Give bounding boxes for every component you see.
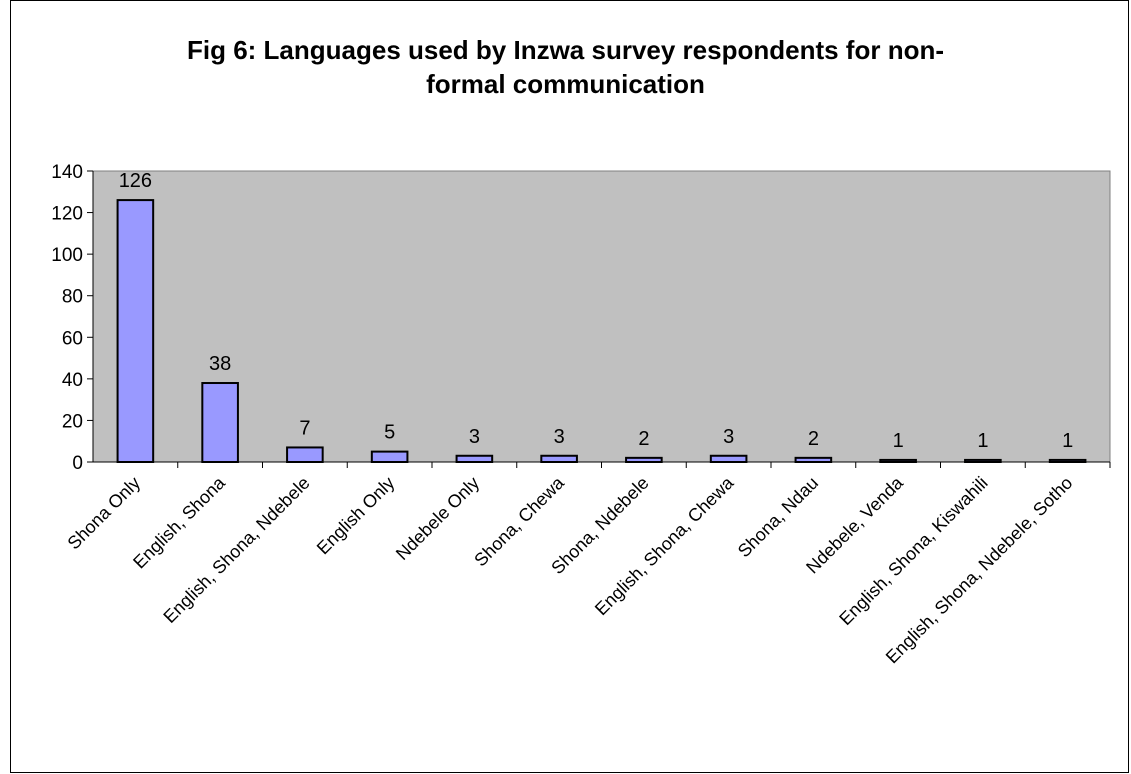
bar	[625, 456, 663, 464]
category-label: Ndebele Only	[392, 473, 483, 564]
bar	[455, 454, 494, 463]
y-tick-label: 100	[51, 245, 83, 266]
y-tick-label: 140	[51, 162, 83, 183]
category-label: English, Shona, Ndebele	[159, 473, 313, 627]
chart-title-line-2: formal communication	[426, 69, 705, 99]
data-label: 3	[554, 426, 565, 448]
category-label: English, Shona, Kiswahili	[835, 473, 991, 629]
data-label: 38	[209, 353, 231, 375]
y-tick-label: 40	[62, 370, 83, 391]
data-label: 1	[1062, 430, 1073, 452]
data-label: 2	[808, 428, 819, 450]
category-label: English Only	[313, 473, 399, 559]
bar	[794, 456, 833, 464]
data-label: 1	[893, 430, 904, 452]
bar	[201, 382, 239, 463]
plot-area	[92, 170, 1111, 463]
y-tick-label: 0	[72, 453, 83, 474]
data-label: 7	[299, 417, 310, 439]
data-label: 2	[638, 428, 649, 450]
data-label: 1	[977, 430, 988, 452]
data-label: 3	[723, 426, 734, 448]
bar	[370, 450, 409, 464]
bar	[286, 446, 324, 464]
chart-title-line-1: Fig 6: Languages used by Inzwa survey re…	[186, 35, 944, 65]
data-label: 5	[384, 422, 395, 444]
plot-area-group: 0 20 40 60 80 100 120 140 126 Shona Only 38 English…	[51, 162, 1111, 668]
data-label: 126	[119, 170, 152, 192]
category-label: English, Shona, Ndebele, Sotho	[882, 473, 1077, 668]
chart-title: Fig 6: Languages used by Inzwa survey re…	[0, 33, 1131, 101]
data-label: 3	[469, 426, 480, 448]
category-label: Shona, Chewa	[470, 472, 568, 570]
y-tick-label: 80	[62, 287, 83, 308]
category-label: Shona, Ndau	[734, 473, 822, 561]
y-tick-label: 120	[51, 204, 83, 225]
category-label: English, Shona, Chewa	[591, 472, 738, 619]
y-tick-label: 20	[62, 411, 83, 432]
bar	[709, 454, 748, 463]
category-label: Shona Only	[64, 473, 145, 554]
y-tick-label: 60	[62, 328, 83, 349]
bar	[116, 199, 155, 463]
bar	[540, 454, 578, 463]
